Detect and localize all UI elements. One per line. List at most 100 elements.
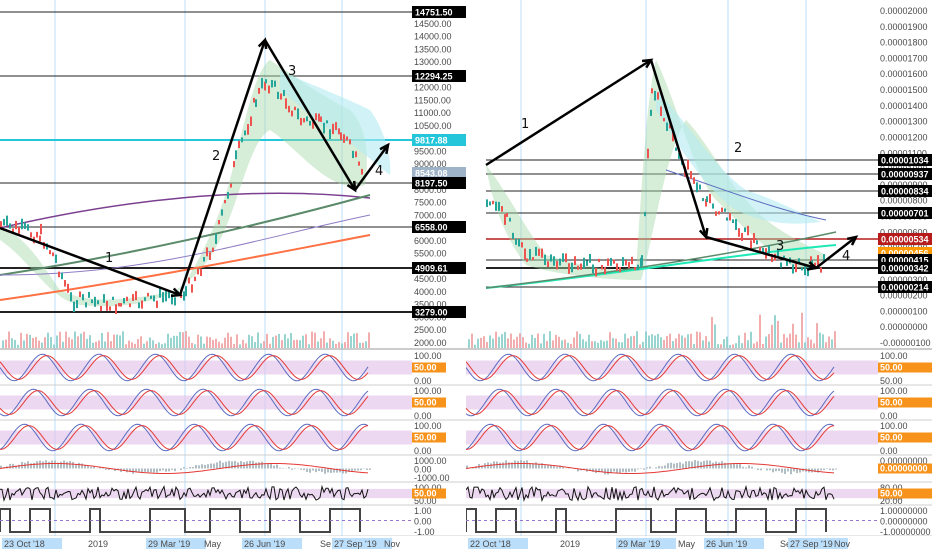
candle: [297, 108, 299, 120]
macd-bar: [228, 460, 230, 469]
candle: [346, 136, 348, 141]
candle: [607, 258, 609, 266]
volume-bar: [651, 334, 653, 348]
macd-bar: [547, 464, 549, 469]
macd-bar: [643, 468, 645, 470]
date-tick: May: [204, 539, 222, 549]
candle: [355, 151, 357, 158]
macd-bar: [288, 466, 290, 469]
indicator-tick: 0.00000000: [880, 456, 928, 466]
indicator-tag-label: 50.00: [880, 433, 903, 443]
macd-bar: [583, 468, 585, 470]
macd-bar: [237, 462, 239, 469]
volume-bar: [522, 337, 524, 348]
candle: [21, 218, 23, 230]
price-axis-tick: 0.00000000: [880, 322, 928, 332]
macd-bar: [219, 460, 221, 469]
chart-pane-btcusd[interactable]: 15000.0014500.0014000.0013500.0013000.00…: [0, 0, 466, 550]
candle: [759, 246, 761, 251]
candle: [88, 291, 90, 298]
candle: [94, 296, 96, 307]
candle: [70, 292, 72, 302]
macd-bar: [709, 460, 711, 469]
macd-bar: [87, 465, 89, 469]
volume-bar: [732, 344, 734, 348]
wave-label: 4: [375, 164, 383, 179]
volume-bar: [269, 343, 271, 348]
candle: [277, 91, 279, 100]
candle: [762, 247, 764, 254]
macd-bar: [544, 465, 546, 469]
candle: [786, 260, 788, 266]
chart-pane-ratio[interactable]: 0.00002000 0.00001900 0.00001800 0.00001700…: [466, 0, 932, 550]
volume-bar: [687, 334, 689, 348]
macd-bar: [538, 463, 540, 469]
candle: [672, 132, 674, 142]
volume-bar: [543, 333, 545, 348]
volume-bar: [59, 331, 61, 348]
candle: [574, 256, 576, 266]
date-tick: 26 Jun '19: [244, 539, 285, 549]
oscillator-line-k: [0, 388, 369, 417]
macd-bar: [165, 468, 167, 472]
candle: [0, 221, 2, 229]
volume-bar: [777, 320, 779, 348]
candle: [221, 209, 223, 216]
date-tick: Se: [780, 539, 791, 549]
volume-bar: [666, 335, 668, 348]
volume-bar: [11, 338, 13, 348]
macd-bar: [736, 464, 738, 469]
volume-bar: [669, 333, 671, 348]
candle: [637, 264, 639, 271]
volume-bar: [723, 339, 725, 348]
chart-canvas-left[interactable]: 15000.0014500.0014000.0013500.0013000.00…: [0, 0, 466, 550]
pane-background: [0, 0, 466, 550]
volume-bar: [471, 333, 473, 348]
candle: [118, 303, 120, 307]
oscillator-line-d: [466, 390, 835, 415]
candle: [783, 255, 785, 259]
candle: [553, 256, 555, 266]
macd-bar: [631, 468, 633, 472]
volume-bar: [245, 343, 247, 348]
volume-bar: [89, 335, 91, 348]
volume-bar: [492, 338, 494, 348]
volume-bar: [95, 341, 97, 348]
macd-bar: [466, 465, 468, 469]
candle: [641, 255, 643, 266]
macd-bar: [769, 468, 771, 471]
volume-bar: [822, 334, 824, 348]
price-axis-tick: 2500.00: [414, 325, 447, 335]
candle: [506, 213, 508, 217]
volume-bar: [275, 335, 277, 348]
macd-bar: [766, 468, 768, 471]
macd-bar: [796, 468, 798, 474]
indicator-tag-label: 50.00: [414, 398, 437, 408]
macd-bar: [589, 468, 591, 471]
candle: [616, 263, 618, 271]
candle: [492, 200, 494, 205]
macd-bar: [84, 464, 86, 469]
candle: [647, 148, 649, 159]
price-tag: [878, 233, 932, 245]
macd-bar: [835, 468, 837, 470]
candle: [224, 200, 226, 204]
volume-bar: [56, 335, 58, 348]
macd-bar: [360, 468, 362, 471]
volume-bar: [489, 335, 491, 348]
candle: [631, 256, 633, 265]
indicator-tick: 100.00: [880, 351, 908, 361]
volume-bar: [251, 336, 253, 348]
macd-bar: [171, 468, 173, 470]
indicator-tag: [412, 397, 446, 408]
candle: [9, 223, 11, 229]
candle: [326, 120, 328, 124]
chart-canvas-right[interactable]: 0.00002000 0.00001900 0.00001800 0.00001700…: [466, 0, 932, 550]
price-axis-tick: 0.00001300: [880, 117, 928, 127]
price-tag-label: 0.00000456: [881, 249, 929, 259]
volume-bar: [344, 342, 346, 348]
macd-bar: [315, 468, 317, 473]
macd-bar: [592, 468, 594, 472]
candle: [174, 297, 176, 306]
macd-bar: [673, 463, 675, 469]
